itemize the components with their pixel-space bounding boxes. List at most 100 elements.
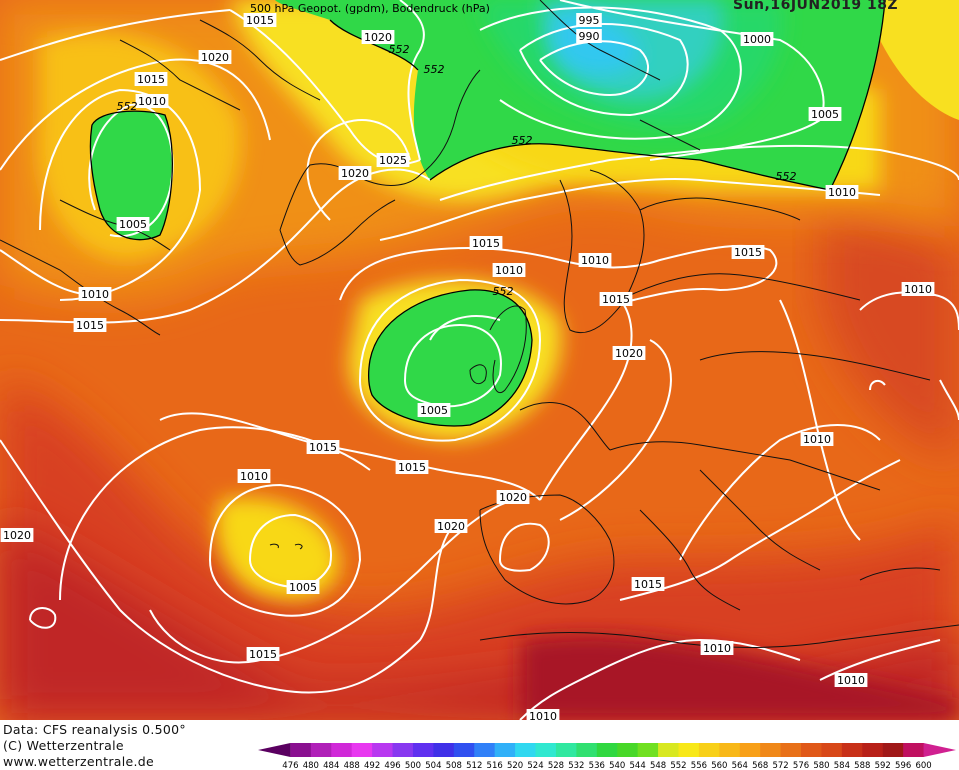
isobar-label-text: 1010 (81, 288, 109, 301)
legend-tick-label: 584 (834, 761, 850, 770)
legend-swatch (392, 743, 414, 757)
legend-swatch (841, 743, 863, 757)
legend-tick-label: 580 (813, 761, 829, 770)
legend-swatch (290, 743, 312, 757)
legend-tick-label: 500 (405, 761, 421, 770)
isobar-label: 1010 (834, 673, 868, 687)
legend-swatch (719, 743, 741, 757)
isobar-label: 1020 (198, 50, 232, 64)
legend-tick-label: 600 (915, 761, 931, 770)
isobar-label: 1015 (731, 245, 765, 259)
copyright-text: (C) Wetterzentrale (3, 738, 124, 753)
isobar-label-box (599, 292, 633, 306)
isobar-label-box (578, 253, 612, 267)
isobar-label-box (901, 282, 935, 296)
valid-datetime: Sun,16JUN2019 18Z (733, 0, 899, 13)
isobar-label-box (78, 287, 112, 301)
isobar-label-text: 1005 (119, 218, 147, 231)
legend-tick-label: 512 (466, 761, 482, 770)
isobar-label: 1010 (578, 253, 612, 267)
isobar-label: 1015 (73, 318, 107, 332)
isobar-label: 1020 (338, 166, 372, 180)
geopotential-label: 552 (512, 134, 533, 147)
legend-tick-label: 480 (303, 761, 319, 770)
isobar-label-box (631, 577, 665, 591)
legend-tick-label: 596 (895, 761, 911, 770)
isobar-label-text: 1000 (743, 33, 771, 46)
isobar-label-text: 552 (493, 285, 514, 298)
isobar-label: 1010 (700, 641, 734, 655)
isobar-label-box (825, 185, 859, 199)
isobar-label-text: 1005 (420, 404, 448, 417)
isobar-label-text: 1010 (837, 674, 865, 687)
geopotential-label: 552 (776, 170, 797, 183)
legend-tick-label: 552 (670, 761, 686, 770)
isobar-label: 1005 (286, 580, 320, 594)
isobar-label-box (306, 440, 340, 454)
geopotential-label: 552 (424, 63, 445, 76)
isobar-label-text: 1020 (499, 491, 527, 504)
legend-tick-label: 504 (425, 761, 441, 770)
legend-swatch (821, 743, 843, 757)
isobar-label-text: 1010 (703, 642, 731, 655)
isobar-label-box (246, 647, 280, 661)
isobar-label-text: 1020 (3, 529, 31, 542)
isobar-label-box (243, 13, 277, 27)
legend-tick-label: 496 (384, 761, 400, 770)
color-scale-legend: 476 480 484 488 492 496 500 504 508 512 516 520 524 5… (258, 743, 956, 770)
legend-tick-label: 528 (548, 761, 564, 770)
legend-tick-label: 572 (772, 761, 788, 770)
legend-tick-label: 492 (364, 761, 380, 770)
legend-swatch (698, 743, 720, 757)
legend-swatch (760, 743, 782, 757)
legend-swatch (331, 743, 353, 757)
isobar-label-text: 1015 (472, 237, 500, 250)
isobar-label-text: 1020 (341, 167, 369, 180)
isobar-label-text: 1010 (581, 254, 609, 267)
isobar-label: 1015 (306, 440, 340, 454)
isobar-label: 1015 (469, 236, 503, 250)
isobar-label-box (116, 217, 150, 231)
isobar-label: 1020 (361, 30, 395, 44)
map-title: 500 hPa Geopot. (gpdm), Bodendruck (hPa) (250, 2, 490, 15)
isobar-label: 1015 (246, 647, 280, 661)
legend-swatch (515, 743, 537, 757)
isobar-label: 1020 (0, 528, 34, 542)
isobar-label-box (700, 641, 734, 655)
legend-swatch (372, 743, 394, 757)
isobar-label-box (135, 94, 169, 108)
legend-swatch (617, 743, 639, 757)
isobar-label-text: 552 (389, 43, 410, 56)
isobar-label-text: 1025 (379, 154, 407, 167)
data-source-text: Data: CFS reanalysis 0.500° (3, 722, 186, 737)
isobar-label: 1020 (612, 346, 646, 360)
website-link[interactable]: www.wetterzentrale.de (3, 754, 154, 769)
isobar-label-box (376, 153, 410, 167)
isobar-label-text: 1015 (398, 461, 426, 474)
isobar-label-box (361, 30, 395, 44)
isobar-label-text: 1015 (249, 648, 277, 661)
legend-tick-label: 536 (589, 761, 605, 770)
isobar-label-text: 552 (117, 100, 138, 113)
isobar-label: 1010 (526, 709, 560, 720)
legend-swatch (412, 743, 434, 757)
legend-tick-label: 568 (752, 761, 768, 770)
isobar-label: 1015 (134, 72, 168, 86)
legend-swatch (678, 743, 700, 757)
isobar-label: 1005 (808, 107, 842, 121)
isobar-label-text: 1020 (364, 31, 392, 44)
isobar-labels: 1015102010151010552100510101015102055255… (0, 13, 935, 720)
legend-swatch (535, 743, 557, 757)
legend-tick-label: 516 (487, 761, 503, 770)
isobar-label-text: 1015 (76, 319, 104, 332)
isobar-label-text: 1005 (289, 581, 317, 594)
isobar-label-box (237, 469, 271, 483)
geopotential-label: 552 (493, 285, 514, 298)
legend-tick-label: 524 (527, 761, 543, 770)
isobars (0, 0, 959, 720)
legend-swatch (576, 743, 598, 757)
legend-tick-label: 556 (691, 761, 707, 770)
isobar-label-text: 995 (579, 14, 600, 27)
isobar-label-text: 1015 (734, 246, 762, 259)
isobar-label-box (198, 50, 232, 64)
